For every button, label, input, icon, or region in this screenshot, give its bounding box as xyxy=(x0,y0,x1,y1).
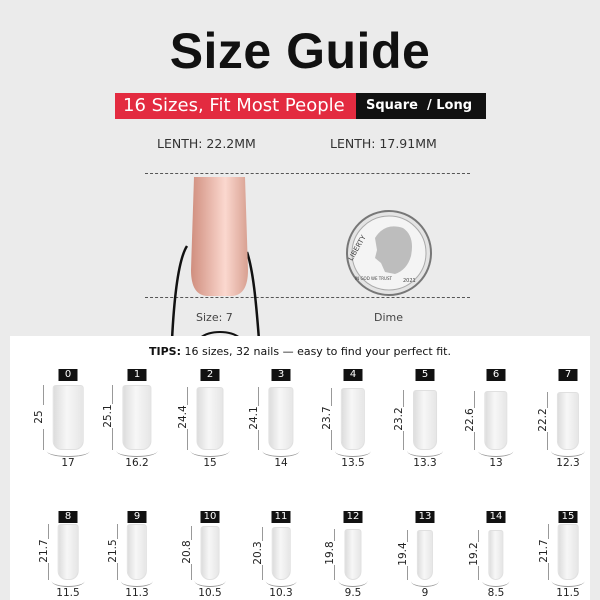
nail-tip xyxy=(200,525,220,580)
width-marker xyxy=(51,581,85,587)
dime-image: LIBERTY IN GOD WE TRUST 2021 xyxy=(346,210,432,296)
size-badge: 4 xyxy=(343,369,363,381)
size-badge: 1 xyxy=(127,369,147,381)
tips-text: TIPS: 16 sizes, 32 nails — easy to find … xyxy=(0,345,600,358)
size-badge: 8 xyxy=(58,511,78,523)
shape-label: Square / Long xyxy=(356,93,486,119)
nail-tip xyxy=(196,386,224,450)
nail-tip xyxy=(271,527,291,580)
size-badge: 7 xyxy=(558,369,578,381)
dime-motto: IN GOD WE TRUST xyxy=(355,276,392,281)
size-badge: 13 xyxy=(415,511,435,523)
dime-year: 2021 xyxy=(403,278,416,284)
length-label: 19.4 xyxy=(396,541,409,566)
width-marker xyxy=(407,451,443,457)
width-marker xyxy=(120,581,154,587)
nail-caption: Size: 7 xyxy=(196,311,233,324)
length-label: 23.7 xyxy=(320,406,333,431)
tips-body: 16 sizes, 32 nails — easy to find your p… xyxy=(180,345,451,358)
width-label: 16.2 xyxy=(125,457,149,469)
width-label: 15 xyxy=(203,457,217,469)
nail-tip xyxy=(57,523,79,580)
width-label: 11.3 xyxy=(125,587,149,599)
nail-tip xyxy=(340,388,366,450)
bottom-dashed-line xyxy=(145,297,470,298)
width-label: 11.5 xyxy=(556,587,580,599)
size-badge: 3 xyxy=(271,369,291,381)
width-label: 11.5 xyxy=(56,587,80,599)
nail-tip xyxy=(488,530,504,580)
page-title: Size Guide xyxy=(169,23,431,79)
width-marker xyxy=(190,451,230,457)
width-marker xyxy=(410,581,440,587)
width-label: 10.5 xyxy=(198,587,222,599)
size-badge: 15 xyxy=(558,511,578,523)
width-marker xyxy=(482,581,510,587)
length-label: 24.4 xyxy=(176,405,189,430)
size-badge: 12 xyxy=(343,511,363,523)
width-marker xyxy=(338,581,368,587)
nail-length-label: LENTH: 22.2MM xyxy=(157,136,256,151)
width-marker xyxy=(46,451,90,457)
top-dashed-line xyxy=(145,173,470,174)
width-label: 13.5 xyxy=(341,457,365,469)
banner: 16 Sizes, Fit Most People Square / Long xyxy=(115,93,486,119)
shape: Square xyxy=(366,98,418,113)
width-marker xyxy=(478,451,514,457)
width-marker xyxy=(550,451,586,457)
length-type: / Long xyxy=(427,98,473,113)
nail-tip xyxy=(416,529,434,580)
length-label: 20.8 xyxy=(180,539,193,564)
size-badge: 9 xyxy=(127,511,147,523)
width-label: 9 xyxy=(421,587,429,599)
length-label: 22.2 xyxy=(536,408,549,433)
nail-tip xyxy=(556,392,580,450)
width-label: 9.5 xyxy=(344,587,362,599)
size-badge: 14 xyxy=(486,511,506,523)
width-marker xyxy=(334,451,372,457)
width-marker xyxy=(116,451,158,457)
length-label: 20.3 xyxy=(251,540,264,565)
width-marker xyxy=(265,581,297,587)
nail-tip xyxy=(122,384,152,450)
length-label: 23.2 xyxy=(393,406,406,431)
width-marker xyxy=(194,581,226,587)
length-label: 21.7 xyxy=(537,538,550,563)
length-label: 24.1 xyxy=(248,405,261,430)
width-marker xyxy=(551,581,585,587)
tagline: 16 Sizes, Fit Most People xyxy=(115,93,356,119)
width-label: 17 xyxy=(61,457,75,469)
size-badge: 5 xyxy=(415,369,435,381)
size-badge: 2 xyxy=(200,369,220,381)
nail-tip xyxy=(126,524,148,580)
size-badge: 0 xyxy=(58,369,78,381)
size-badge: 11 xyxy=(271,511,291,523)
nail-tip xyxy=(413,389,437,450)
nail-tip xyxy=(268,387,294,450)
length-label: 25 xyxy=(32,404,45,429)
width-label: 13 xyxy=(489,457,503,469)
dime-caption: Dime xyxy=(374,311,404,324)
nail-tip xyxy=(52,385,84,450)
width-label: 8.5 xyxy=(487,587,505,599)
dime-length-label: LENTH: 17.91MM xyxy=(330,136,437,151)
length-label: 22.6 xyxy=(464,407,477,432)
size-badge: 10 xyxy=(200,511,220,523)
length-label: 19.8 xyxy=(324,541,337,566)
nail-tip xyxy=(484,391,508,450)
length-label: 25.1 xyxy=(102,404,115,429)
nail-tip xyxy=(557,523,579,580)
width-label: 14 xyxy=(274,457,288,469)
width-label: 12.3 xyxy=(556,457,580,469)
nail-tip xyxy=(344,528,362,580)
width-marker xyxy=(262,451,300,457)
length-label: 21.7 xyxy=(37,538,50,563)
size-badge: 6 xyxy=(486,369,506,381)
length-label: 19.2 xyxy=(468,542,481,567)
width-label: 10.3 xyxy=(269,587,293,599)
tips-label: TIPS: xyxy=(149,345,181,358)
width-label: 13.3 xyxy=(413,457,437,469)
length-label: 21.5 xyxy=(106,539,119,564)
